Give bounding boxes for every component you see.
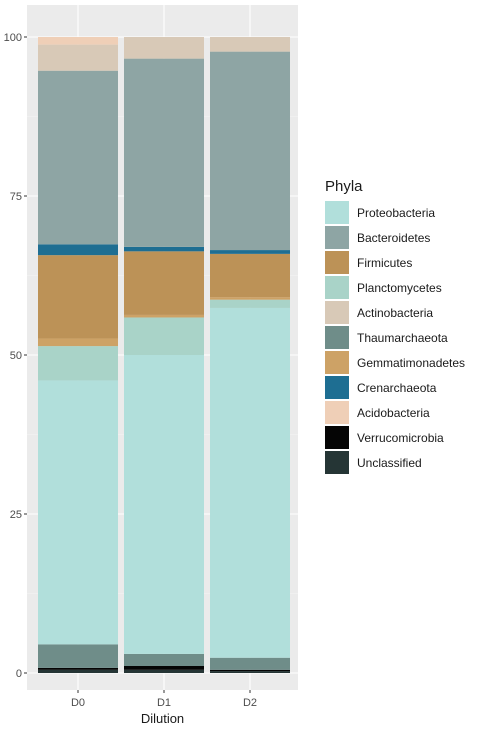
y-tick-label: 50 <box>10 350 22 362</box>
bar-segment-actinobacteria-d2 <box>210 37 290 52</box>
bar-segment-planctomycetes-d0 <box>38 346 118 381</box>
legend-key-unclassified <box>325 451 349 474</box>
bars <box>38 37 290 673</box>
y-tick-label: 0 <box>16 668 22 680</box>
legend-key-verrucomicrobia <box>325 426 349 449</box>
legend-key-actinobacteria <box>325 301 349 324</box>
legend-label-crenarchaeota: Crenarchaeota <box>357 381 437 395</box>
y-tick-label: 100 <box>4 32 22 44</box>
legend-key-bacteroidetes <box>325 226 349 249</box>
x-tick-label: D2 <box>243 697 257 709</box>
y-tick-label: 75 <box>10 191 22 203</box>
bar-segment-verrucomicrobia-d2 <box>210 669 290 672</box>
y-axis: 0 25 50 75 100 <box>4 32 27 680</box>
bar-segment-proteobacteria-d2 <box>210 307 290 658</box>
bar-segment-acidobacteria-d0 <box>38 37 118 45</box>
bar-segment-thaumarchaeota-d2 <box>210 657 290 670</box>
bar-segment-verrucomicrobia-d1 <box>124 666 204 670</box>
bar-segment-firmicutes-d2 <box>210 253 290 298</box>
bar-segment-crenarchaeota-d2 <box>210 250 290 254</box>
legend-label-verrucomicrobia: Verrucomicrobia <box>357 431 444 445</box>
bar-segment-proteobacteria-d0 <box>38 380 118 645</box>
legend-key-acidobacteria <box>325 401 349 424</box>
legend-label-planctomycetes: Planctomycetes <box>357 281 442 295</box>
bar-segment-thaumarchaeota-d0 <box>38 644 118 668</box>
bar-segment-thaumarchaeota-d1 <box>124 653 204 667</box>
legend-label-acidobacteria: Acidobacteria <box>357 406 430 420</box>
legend-key-gemmatimonadetes <box>325 351 349 374</box>
x-axis: D0 D1 D2 <box>71 690 257 709</box>
bar-segment-planctomycetes-d1 <box>124 317 204 355</box>
legend-key-planctomycetes <box>325 276 349 299</box>
legend: Phyla Proteobacteria Bacteroidetes Firmicu… <box>325 178 465 474</box>
legend-label-actinobacteria: Actinobacteria <box>357 306 433 320</box>
bar-segment-gemmatimonadetes-d2 <box>210 297 290 300</box>
legend-label-firmicutes: Firmicutes <box>357 256 412 270</box>
bar-segment-actinobacteria-d1 <box>124 37 204 59</box>
bar-segment-firmicutes-d1 <box>124 251 204 315</box>
bar-segment-unclassified-d2 <box>210 671 290 673</box>
bar-segment-bacteroidetes-d1 <box>124 58 204 247</box>
legend-key-firmicutes <box>325 251 349 274</box>
bar-segment-gemmatimonadetes-d0 <box>38 338 118 347</box>
legend-label-thaumarchaeota: Thaumarchaeota <box>357 331 448 345</box>
bar-segment-unclassified-d1 <box>124 669 204 673</box>
legend-items: Proteobacteria Bacteroidetes Firmicutes Pla… <box>325 201 465 474</box>
legend-title: Phyla <box>325 178 363 195</box>
legend-key-crenarchaeota <box>325 376 349 399</box>
bar-segment-bacteroidetes-d2 <box>210 51 290 251</box>
bar-segment-gemmatimonadetes-d1 <box>124 314 204 318</box>
x-tick-label: D1 <box>157 697 171 709</box>
bar-segment-firmicutes-d0 <box>38 255 118 339</box>
bar-segment-planctomycetes-d2 <box>210 299 290 308</box>
legend-label-unclassified: Unclassified <box>357 456 422 470</box>
legend-label-gemmatimonadetes: Gemmatimonadetes <box>357 356 465 370</box>
x-tick-label: D0 <box>71 697 85 709</box>
bar-segment-actinobacteria-d0 <box>38 44 118 71</box>
x-axis-title: Dilution <box>141 711 184 726</box>
legend-label-bacteroidetes: Bacteroidetes <box>357 231 430 245</box>
legend-key-proteobacteria <box>325 201 349 224</box>
bar-segment-proteobacteria-d1 <box>124 355 204 654</box>
y-tick-label: 25 <box>10 509 22 521</box>
legend-label-proteobacteria: Proteobacteria <box>357 206 435 220</box>
legend-key-thaumarchaeota <box>325 326 349 349</box>
bar-segment-verrucomicrobia-d0 <box>38 667 118 670</box>
bar-segment-unclassified-d0 <box>38 669 118 673</box>
bar-segment-crenarchaeota-d1 <box>124 246 204 252</box>
bar-segment-crenarchaeota-d0 <box>38 244 118 256</box>
bar-segment-bacteroidetes-d0 <box>38 70 118 245</box>
